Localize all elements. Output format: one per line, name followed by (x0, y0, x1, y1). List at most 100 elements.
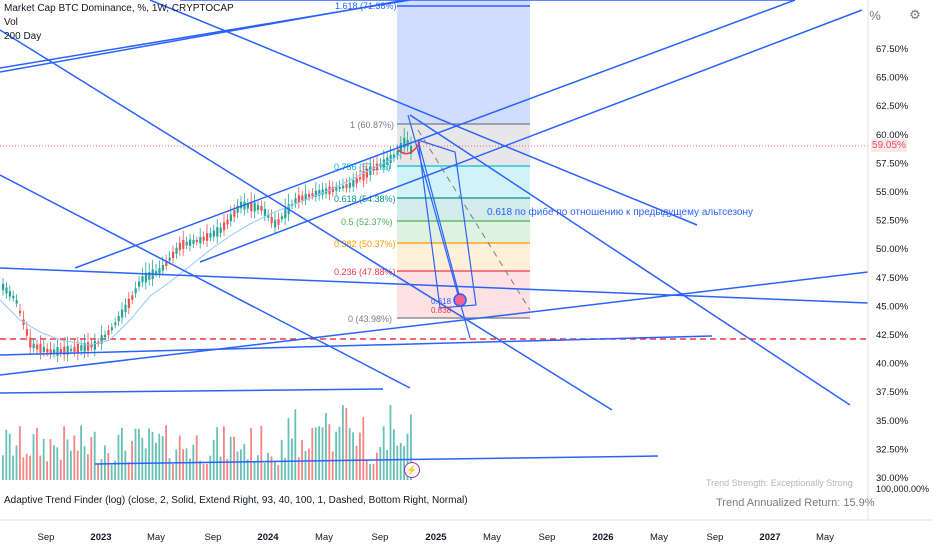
volume-bar (12, 455, 14, 480)
volume-bar (328, 424, 331, 480)
candle (110, 327, 113, 331)
candle (19, 310, 22, 314)
candle (93, 340, 96, 350)
candle (172, 251, 175, 259)
candle (148, 272, 151, 280)
time-tick: 2024 (257, 532, 279, 543)
candle (66, 345, 69, 355)
percent-unit-label[interactable]: % (869, 7, 881, 23)
candle (338, 186, 341, 189)
candle (396, 150, 399, 156)
trend-lines[interactable] (0, 0, 869, 465)
candle (161, 264, 164, 271)
candle (73, 346, 76, 352)
candle (331, 186, 334, 193)
candle (15, 300, 18, 304)
volume-bar (291, 438, 293, 480)
candle (399, 143, 402, 153)
symbol-title[interactable]: Market Cap BTC Dominance, %, 1W, CRYPTOC… (4, 3, 234, 14)
volume-bar (29, 455, 31, 480)
candle (335, 186, 338, 191)
time-tick: 2027 (759, 532, 780, 543)
volume-bar (270, 456, 273, 480)
ma-200-line (0, 151, 406, 346)
volume-bar (131, 440, 133, 480)
settings-icon[interactable]: ⚙ (909, 7, 921, 22)
volume-bar (182, 449, 184, 480)
time-tick: May (483, 532, 501, 543)
volume-bar (219, 456, 222, 480)
volume-bar (185, 448, 188, 480)
volume-bar (331, 451, 334, 480)
candle (134, 288, 137, 294)
candle (219, 227, 222, 233)
volume-bar (195, 435, 198, 480)
candle (277, 219, 280, 225)
volume-bar (22, 457, 25, 480)
candle (250, 201, 253, 212)
volume-bar (308, 448, 310, 480)
volume-bar (297, 457, 300, 480)
candle (257, 205, 260, 210)
time-tick: 2023 (90, 532, 111, 543)
volume-bar (314, 427, 317, 480)
volume-bar (70, 450, 72, 480)
volume-bar (87, 454, 89, 480)
volume-bar (19, 426, 21, 480)
volume-bar (39, 455, 42, 480)
volume-bar (189, 458, 191, 480)
fib-zone-3 (397, 198, 530, 221)
candle (246, 203, 249, 209)
volume-bar (5, 429, 8, 480)
volume-bar (338, 426, 341, 480)
volume-bar (117, 434, 120, 480)
vol-label[interactable]: Vol (4, 17, 18, 28)
price-tick: 40.00% (876, 359, 909, 370)
time-axis[interactable]: Sep 2023 May Sep 2024 May Sep 2025 May Sep 2026 May… (38, 532, 835, 543)
price-scale[interactable]: 67.50% 65.00% 62.50% 60.00% 57.50% 55.00% 52.5… (876, 44, 909, 484)
fib-label-0: 0 (43.98%) (348, 314, 392, 324)
volume-bar (53, 445, 55, 480)
annotation-text[interactable]: 0.618 по фибе по отношению к предыдущему… (487, 206, 753, 218)
price-tick: 32.50% (876, 444, 909, 455)
volume-bar (369, 464, 371, 480)
candle (104, 334, 107, 338)
candle (80, 345, 83, 351)
volume-bar (59, 459, 62, 480)
price-tick: 65.00% (876, 73, 909, 84)
volume-bar (80, 425, 82, 480)
candle (131, 295, 134, 300)
candle (158, 268, 161, 274)
volume-bar (321, 427, 324, 480)
candle (410, 145, 413, 155)
fib-label-05: 0.5 (52.37%) (341, 217, 393, 227)
price-tick: 67.50% (876, 44, 909, 55)
volume-bar (318, 426, 320, 480)
indicator-legend[interactable]: Adaptive Trend Finder (log) (close, 2, S… (4, 495, 468, 506)
time-tick: Sep (372, 532, 389, 543)
volume-bar (42, 438, 45, 480)
volume-bar (403, 446, 405, 480)
price-tick: 55.00% (876, 187, 909, 198)
volume-bar (277, 464, 280, 480)
volume-bar (348, 428, 351, 480)
volume-bar (396, 445, 399, 480)
time-tick: May (315, 532, 333, 543)
candle (25, 329, 28, 336)
candle (314, 190, 317, 197)
candle (294, 198, 297, 204)
fib-zone-top (397, 0, 530, 124)
candle (8, 291, 11, 297)
lightning-icon[interactable]: ⚡ (404, 462, 420, 478)
price-scale-bottom: 100,000.00% (876, 484, 929, 494)
target-point[interactable] (453, 293, 467, 307)
candle (365, 168, 368, 178)
time-tick: Sep (707, 532, 724, 543)
price-tick: 62.50% (876, 101, 909, 112)
volume-bar (240, 449, 242, 480)
ma-label[interactable]: 200 Day (4, 31, 42, 42)
volume-bar (399, 442, 402, 480)
volume-bar (172, 464, 174, 480)
